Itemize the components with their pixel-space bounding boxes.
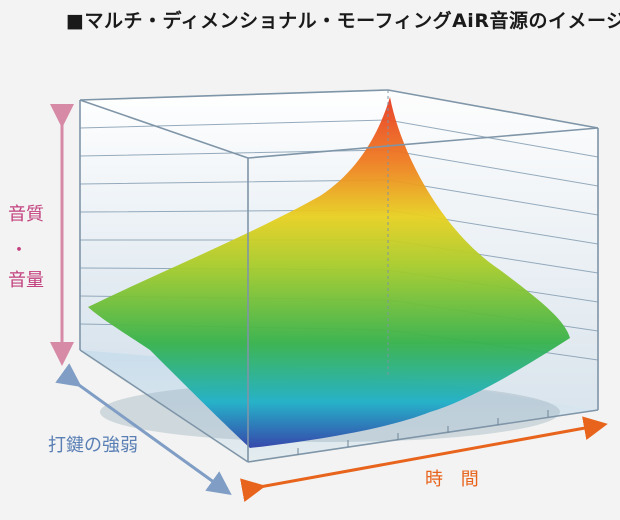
diagram-title: ■マルチ・ディメンショナル・モーフィングAiR音源のイメージ図 — [66, 10, 620, 32]
y-axis-label-dot: ・ — [10, 240, 28, 261]
time-axis-arrow — [240, 416, 608, 502]
y-axis-label-quality: 音質 — [8, 204, 44, 225]
y-axis-label-volume: 音量 — [8, 270, 44, 291]
depth-axis-label: 打鍵の強弱 — [48, 435, 138, 456]
depth-axis-arrow — [55, 363, 232, 496]
morphing-surface — [88, 97, 570, 448]
time-axis-label: 時 間 — [425, 469, 485, 490]
